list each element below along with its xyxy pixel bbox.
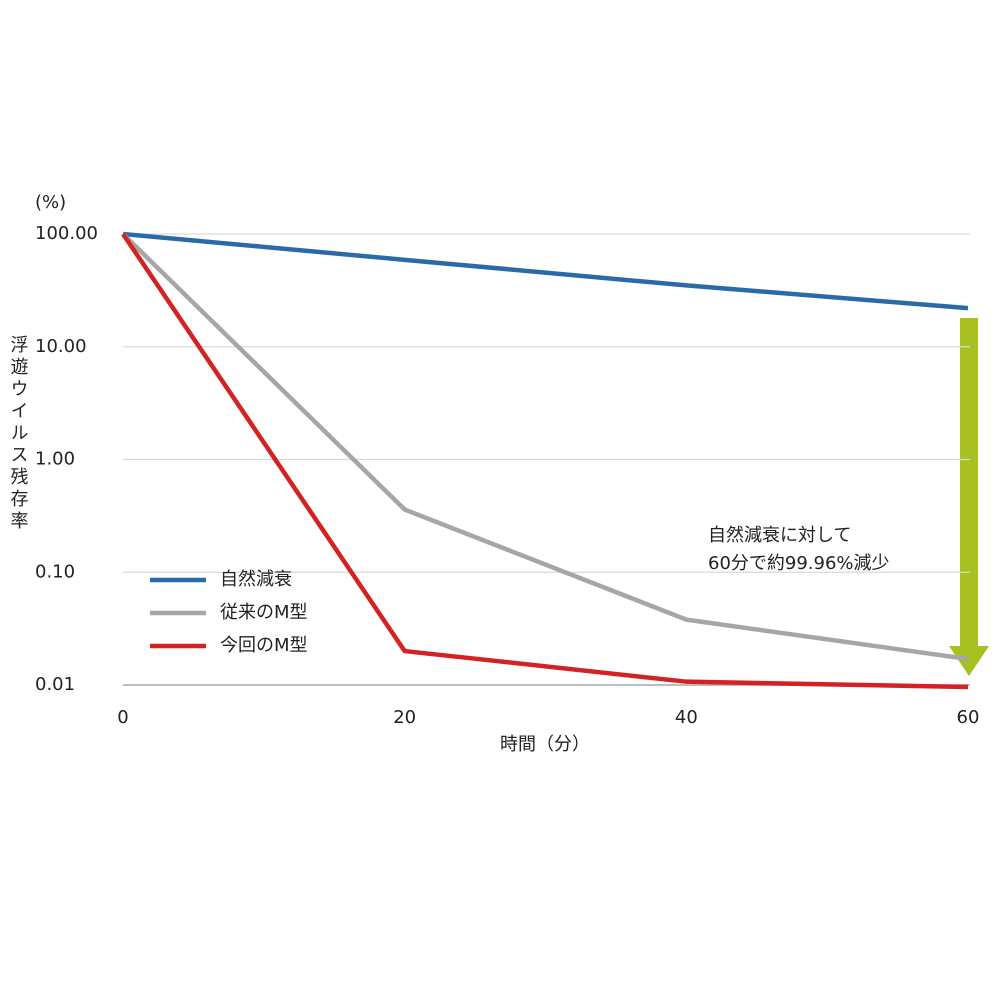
annotation: 60分で約99.96%減少 <box>708 553 890 574</box>
legend-label: 今回のM型 <box>220 635 308 656</box>
annotation: 自然減衰に対して <box>708 525 851 546</box>
y-tick-label: 1.00 <box>35 449 75 470</box>
x-tick-label: 60 <box>957 707 980 728</box>
arrow <box>949 318 989 676</box>
series-line <box>121 232 969 690</box>
legend-label: 自然減衰 <box>220 569 292 590</box>
y-tick-label: 0.10 <box>35 561 75 582</box>
x-tick-label: 0 <box>117 707 128 728</box>
y-tick-label: 100.00 <box>35 223 98 244</box>
arrow-shaft <box>960 318 978 646</box>
legend-label: 従来のM型 <box>220 602 308 623</box>
x-tick-label: 40 <box>675 707 698 728</box>
x-tick-label: 20 <box>393 707 416 728</box>
y-unit: (%) <box>35 192 66 213</box>
y-axis-label: 浮遊ウイルス残存率 <box>8 335 29 533</box>
y-tick-label: 10.00 <box>35 336 87 357</box>
series-line <box>122 231 969 311</box>
arrow-head <box>949 646 989 676</box>
x-axis-label: 時間（分） <box>500 734 590 755</box>
series-line <box>121 232 969 662</box>
y-tick-label: 0.01 <box>35 674 75 695</box>
